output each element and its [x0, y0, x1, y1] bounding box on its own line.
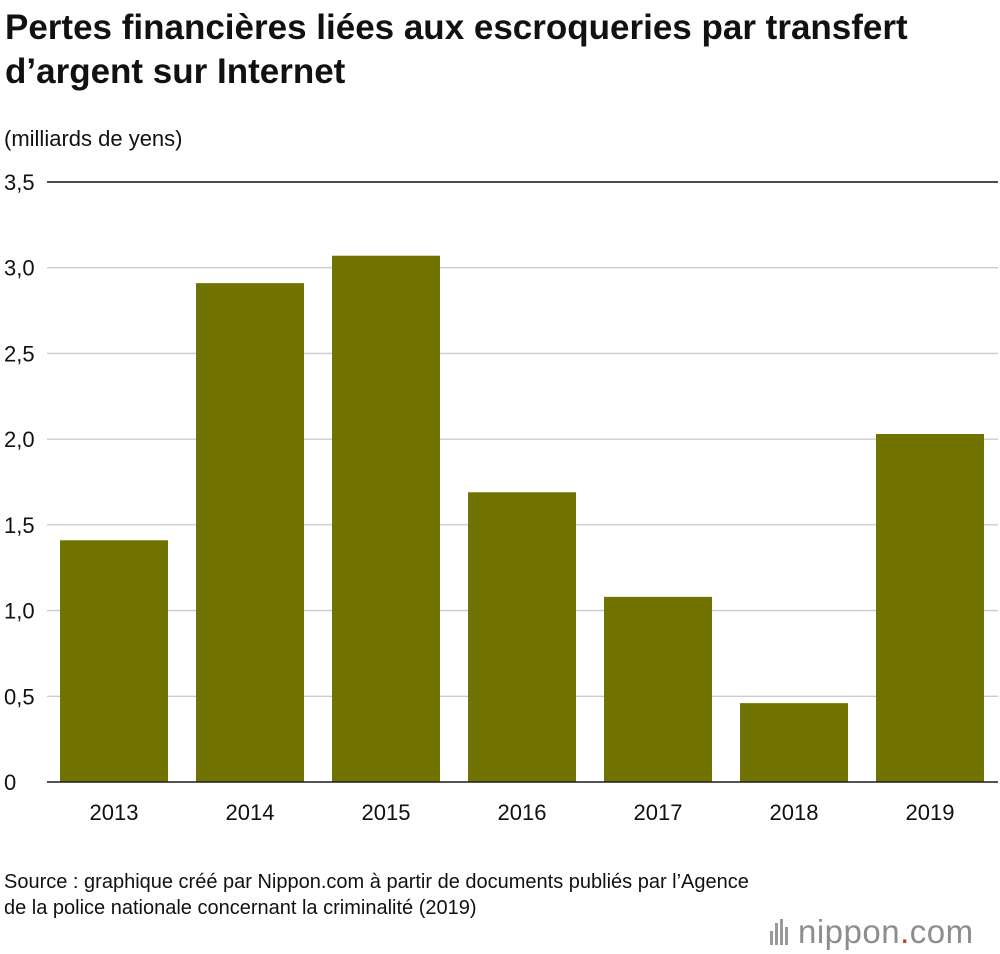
x-tick-label: 2019: [906, 800, 955, 825]
logo-text-tld: com: [909, 913, 974, 950]
y-tick-label: 3,0: [4, 256, 35, 281]
bar-2015: [332, 255, 440, 782]
bar-2014: [196, 283, 304, 782]
x-tick-label: 2017: [634, 800, 683, 825]
source-note: Source : graphique créé par Nippon.com à…: [4, 871, 749, 919]
y-axis-ticks: 0 0,5 1,0 1,5 2,0 2,5 3,0 3,5: [4, 170, 35, 795]
x-tick-label: 2013: [90, 800, 139, 825]
nippon-logo: nippon.com: [770, 912, 974, 952]
logo-text-main: nippon: [798, 913, 901, 950]
y-tick-label: 3,5: [4, 170, 35, 195]
unit-label: (milliards de yens): [4, 126, 183, 151]
x-tick-label: 2015: [362, 800, 411, 825]
y-tick-label: 0,5: [4, 684, 35, 709]
bar-2018: [740, 703, 848, 782]
bar-chart: 00,51,01,52,02,53,03,5 2013 2014 2015 2016 2…: [4, 170, 998, 825]
chart-title: Pertes financières liées aux escroquerie…: [5, 8, 908, 91]
y-tick-label: 1,0: [4, 599, 35, 624]
nippon-logo-bars-icon: [770, 919, 790, 945]
logo-dot: .: [900, 913, 910, 950]
x-tick-label: 2014: [226, 800, 275, 825]
bars: [47, 255, 998, 783]
y-tick-label: 0: [4, 770, 16, 795]
y-tick-label: 1,5: [4, 513, 35, 538]
bar-2013: [60, 540, 168, 782]
bar-2016: [468, 492, 576, 782]
y-tick-label: 2,0: [4, 427, 35, 452]
y-tick-label: 2,5: [4, 341, 35, 366]
x-tick-label: 2016: [498, 800, 547, 825]
x-axis-ticks: 2013 2014 2015 2016 2017 2018 2019: [90, 800, 955, 825]
bar-2019: [876, 434, 984, 782]
x-tick-label: 2018: [770, 800, 819, 825]
bar-2017: [604, 596, 712, 782]
logo-text: nippon.com: [798, 913, 974, 951]
